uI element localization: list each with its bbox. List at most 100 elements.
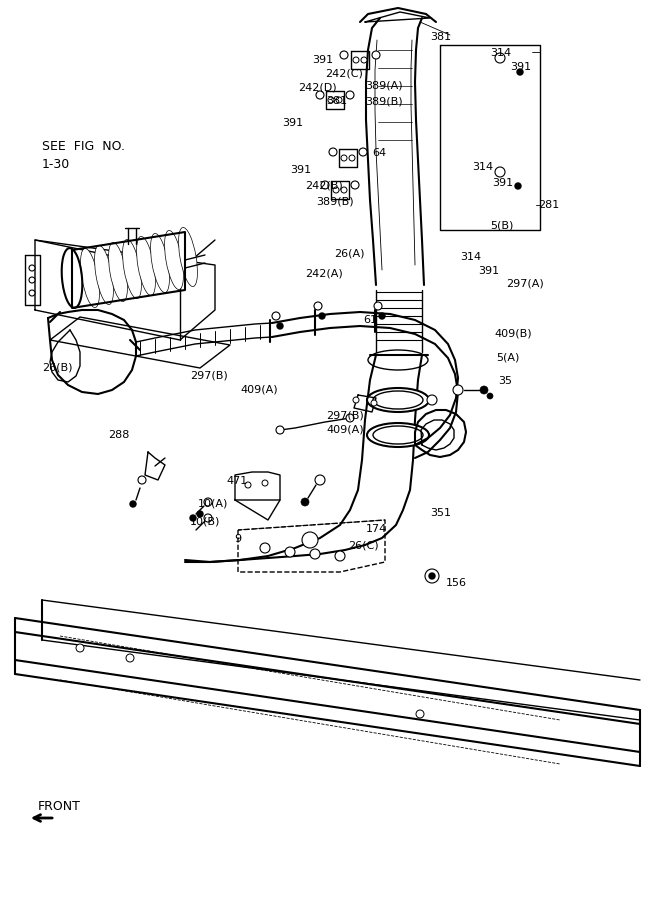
Circle shape	[374, 302, 382, 310]
Text: 409(A): 409(A)	[240, 385, 277, 395]
Circle shape	[333, 187, 339, 193]
Circle shape	[316, 91, 324, 99]
Circle shape	[29, 290, 35, 296]
Text: 35: 35	[498, 376, 512, 386]
Text: 242(B): 242(B)	[305, 180, 343, 190]
Circle shape	[29, 277, 35, 283]
Text: 242(A): 242(A)	[305, 268, 343, 278]
Circle shape	[310, 549, 320, 559]
Text: 26(B): 26(B)	[42, 362, 73, 372]
Text: FRONT: FRONT	[38, 800, 81, 813]
Circle shape	[353, 397, 359, 403]
Circle shape	[126, 654, 134, 662]
Circle shape	[130, 501, 136, 507]
Text: 174: 174	[366, 524, 388, 534]
Circle shape	[29, 265, 35, 271]
Circle shape	[76, 644, 84, 652]
Circle shape	[341, 187, 347, 193]
Circle shape	[349, 155, 355, 161]
Circle shape	[341, 155, 347, 161]
Circle shape	[361, 57, 367, 63]
Circle shape	[138, 476, 146, 484]
Circle shape	[495, 53, 505, 63]
Ellipse shape	[179, 228, 197, 286]
Text: 297(B): 297(B)	[326, 410, 364, 420]
Circle shape	[353, 57, 359, 63]
Text: 314: 314	[460, 252, 481, 262]
Circle shape	[495, 167, 505, 177]
Circle shape	[204, 514, 212, 522]
Circle shape	[328, 97, 334, 103]
Circle shape	[340, 51, 348, 59]
Text: 242(D): 242(D)	[298, 82, 337, 92]
Circle shape	[301, 498, 309, 506]
Text: 61: 61	[363, 315, 377, 325]
Text: 288: 288	[108, 430, 129, 440]
Circle shape	[262, 480, 268, 486]
Text: 314: 314	[490, 48, 511, 58]
Circle shape	[487, 393, 493, 399]
Circle shape	[272, 312, 280, 320]
Text: 391: 391	[312, 55, 333, 65]
Text: 297(A): 297(A)	[506, 278, 544, 288]
Text: 10(B): 10(B)	[190, 516, 220, 526]
Ellipse shape	[367, 388, 429, 412]
Circle shape	[427, 395, 437, 405]
Ellipse shape	[373, 391, 423, 409]
Circle shape	[197, 511, 203, 517]
Text: 9: 9	[234, 534, 241, 544]
Circle shape	[321, 181, 329, 189]
Text: 242(C): 242(C)	[325, 68, 363, 78]
Circle shape	[480, 386, 488, 394]
Ellipse shape	[373, 426, 423, 444]
Ellipse shape	[81, 248, 99, 308]
Circle shape	[515, 183, 521, 189]
Text: 389(B): 389(B)	[316, 196, 354, 206]
Circle shape	[372, 51, 380, 59]
Text: SEE  FIG  NO.: SEE FIG NO.	[42, 140, 125, 153]
Circle shape	[517, 69, 523, 75]
Text: 381: 381	[326, 96, 347, 106]
Text: 64: 64	[372, 148, 386, 158]
Circle shape	[346, 414, 354, 422]
Circle shape	[260, 543, 270, 553]
Circle shape	[315, 475, 325, 485]
Circle shape	[277, 323, 283, 329]
Circle shape	[351, 181, 359, 189]
Text: 26(C): 26(C)	[348, 540, 379, 550]
Text: 409(B): 409(B)	[494, 328, 532, 338]
Text: 1-30: 1-30	[42, 158, 70, 171]
Circle shape	[285, 547, 295, 557]
Circle shape	[335, 551, 345, 561]
Ellipse shape	[95, 246, 113, 304]
Text: 5(B): 5(B)	[490, 220, 514, 230]
Ellipse shape	[165, 230, 183, 290]
Circle shape	[379, 313, 385, 319]
Ellipse shape	[137, 237, 155, 295]
Text: 391: 391	[282, 118, 303, 128]
Text: 351: 351	[430, 508, 451, 518]
Text: 381: 381	[430, 32, 451, 42]
Text: 389(B): 389(B)	[365, 96, 403, 106]
Circle shape	[453, 385, 463, 395]
Text: 297(B): 297(B)	[190, 370, 227, 380]
Circle shape	[346, 91, 354, 99]
Circle shape	[429, 573, 435, 579]
Text: 156: 156	[446, 578, 467, 588]
Circle shape	[314, 302, 322, 310]
Circle shape	[416, 710, 424, 718]
Circle shape	[319, 313, 325, 319]
Circle shape	[276, 426, 284, 434]
Text: 391: 391	[510, 62, 531, 72]
Ellipse shape	[151, 233, 169, 292]
Circle shape	[302, 532, 318, 548]
Circle shape	[359, 148, 367, 156]
Text: 10(A): 10(A)	[198, 498, 228, 508]
Ellipse shape	[367, 423, 429, 447]
Circle shape	[336, 97, 342, 103]
Text: 391: 391	[492, 178, 513, 188]
Text: 281: 281	[538, 200, 559, 210]
Circle shape	[425, 569, 439, 583]
Text: 5(A): 5(A)	[496, 352, 520, 362]
Text: 26(A): 26(A)	[334, 248, 364, 258]
